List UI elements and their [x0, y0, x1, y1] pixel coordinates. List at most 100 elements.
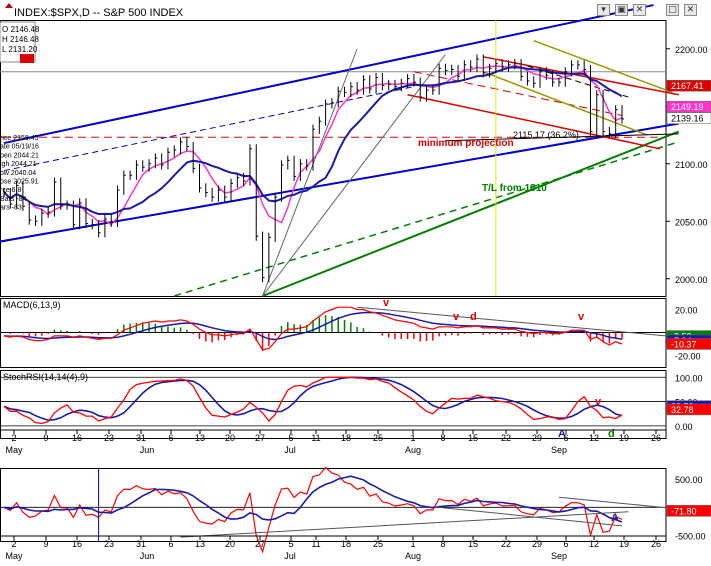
- day-label: 16: [72, 539, 82, 549]
- day-label: 27: [255, 539, 265, 549]
- price-tick-label: 2100.00: [675, 160, 708, 170]
- cci-trend-line: [180, 511, 629, 538]
- close-button[interactable]: ✕: [684, 4, 697, 16]
- info-box: O 2146.48H 2146.48L 2131.20 rice 2158.45 a…: [0, 21, 40, 212]
- info-extra-line: ate 05/19/16: [0, 144, 39, 151]
- day-label: 26: [651, 539, 661, 549]
- day-label: 8: [440, 433, 445, 443]
- macd-mark: d: [470, 311, 477, 323]
- macd-mark: v: [578, 311, 585, 323]
- day-label: 29: [532, 433, 542, 443]
- month-label: Aug: [405, 551, 421, 561]
- info-extra-line: ars -83: [0, 205, 22, 212]
- cci-value-label: -71.80: [671, 506, 697, 516]
- macd-line: [3, 306, 623, 351]
- stoch-mark: v: [595, 396, 602, 408]
- day-label: 8: [440, 539, 445, 549]
- stoch-value-label-bg: [666, 403, 711, 416]
- macd-mark: v: [383, 297, 390, 309]
- info-extra-line: pen 2044.21: [0, 152, 39, 159]
- price-value-label-bg: [666, 79, 711, 92]
- macd-mark: v: [453, 311, 460, 323]
- price-value-label: 2167.41: [671, 81, 704, 91]
- day-label: 15: [468, 433, 478, 443]
- stoch-d-line: [3, 376, 623, 425]
- upper-channel-line: [3, 4, 654, 145]
- day-label: 23: [104, 539, 114, 549]
- day-label: 31: [136, 433, 146, 443]
- day-label: 13: [195, 539, 205, 549]
- month-label: Sep: [551, 445, 567, 455]
- info-extra-line: rice 2158.45: [0, 135, 39, 142]
- info-ohlc-line: L 2131.20: [2, 45, 38, 54]
- black-dashed-downtrend: [527, 65, 629, 98]
- price-tick-label: 2050.00: [675, 217, 708, 227]
- day-label: 13: [195, 433, 205, 443]
- fib-projection-label: 2115.17 (36.2%): [513, 130, 579, 140]
- cci-frame: [0, 468, 667, 542]
- day-label: 1: [410, 433, 415, 443]
- minimize-button[interactable]: ▾: [597, 4, 610, 16]
- stoch-tick-label: 0.00: [675, 422, 693, 432]
- day-label: 25: [373, 433, 383, 443]
- day-label: 6: [168, 433, 173, 443]
- cci-tick-label: -500.00: [675, 531, 706, 541]
- day-label: 6: [168, 539, 173, 549]
- day-label: 1: [410, 539, 415, 549]
- green-dashed-trend: [174, 141, 679, 297]
- cci-trend-line: [432, 506, 623, 527]
- window-title-group: INDEX:$SPX,D -- S&P 500 INDEX: [5, 3, 184, 19]
- chart-icon: [5, 3, 13, 8]
- grey-fan-line-1: [262, 48, 358, 297]
- day-label: 20: [225, 433, 235, 443]
- day-label: 31: [136, 539, 146, 549]
- info-change-badge: [20, 54, 34, 63]
- day-label: 19: [619, 433, 629, 443]
- day-label: 9: [43, 539, 48, 549]
- day-label: 12: [589, 539, 599, 549]
- day-label: 26: [651, 433, 661, 443]
- price-tick-label: 2000.00: [675, 275, 708, 285]
- min-projection-label: minimum projection: [418, 138, 514, 149]
- month-label: May: [5, 551, 23, 561]
- day-label: 22: [501, 539, 511, 549]
- day-label: 5: [288, 433, 293, 443]
- restore-button[interactable]: ▣: [615, 4, 628, 16]
- price-tick-label: 2200.00: [675, 45, 708, 55]
- month-label: Sep: [551, 551, 567, 561]
- cci-panel: 500.00 -500.00 A: [0, 466, 706, 554]
- price-value-label-bg: [666, 112, 711, 124]
- day-label: 22: [501, 433, 511, 443]
- day-label: 9: [43, 433, 48, 443]
- stoch-tick-label: 100.00: [675, 373, 703, 383]
- month-label: Aug: [405, 445, 421, 455]
- window-title: INDEX:$SPX,D -- S&P 500 INDEX: [14, 7, 184, 19]
- month-label: May: [5, 445, 23, 455]
- day-label: 23: [104, 433, 114, 443]
- stoch-frame: [0, 370, 667, 439]
- day-label: 11: [311, 433, 320, 443]
- info-extra-line: ose 2025.91: [0, 179, 39, 186]
- macd-value-label-bg: [666, 338, 711, 350]
- day-label: 15: [468, 539, 478, 549]
- price-panel: 2200.002150.002100.002050.002000.00minim…: [0, 4, 708, 297]
- info-ohlc-line: O 2146.48: [2, 25, 40, 34]
- grey-fan-line-2: [262, 54, 446, 297]
- day-label: 11: [311, 539, 320, 549]
- day-label: 2: [11, 433, 16, 443]
- cci-tick-label: 500.00: [675, 475, 703, 485]
- info-extra-line: Bars -84: [0, 196, 27, 203]
- fib-projection-line: [445, 133, 679, 142]
- cci-value-label-bg: [666, 505, 711, 517]
- month-label: Jun: [140, 445, 155, 455]
- red-dashed-downtrend: [413, 71, 623, 116]
- macd-title: MACD(6,13,9): [3, 300, 61, 310]
- stoch-k-line: [3, 376, 623, 422]
- close-icon-button[interactable]: ✕: [633, 4, 646, 16]
- macd-trend-line: [357, 306, 679, 338]
- month-label: Jun: [140, 551, 155, 561]
- day-label: 2: [11, 539, 16, 549]
- maximize-button[interactable]: □: [666, 4, 679, 16]
